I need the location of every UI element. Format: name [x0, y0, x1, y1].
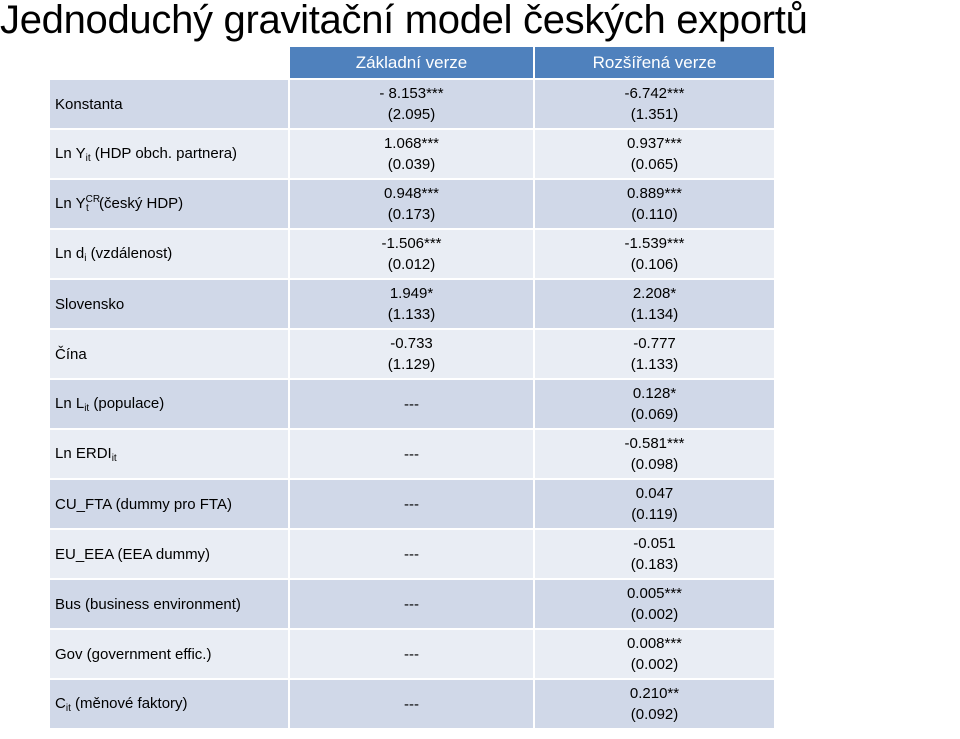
row-label: EU_EEA (EEA dummy): [50, 528, 290, 578]
standard-error: (0.183): [630, 556, 679, 573]
extended-value-cell: 0.047 (0.119): [535, 478, 776, 528]
row-label: Bus (business environment): [50, 578, 290, 628]
regression-table: Základní verze Rozšířená verze Konstanta…: [50, 47, 776, 728]
standard-error: (0.119): [631, 506, 678, 523]
row-label: Ln Lit (populace): [50, 378, 290, 428]
basic-value-cell: ---: [290, 528, 535, 578]
basic-value-cell: ---: [290, 378, 535, 428]
extended-value-cell: -6.742*** (1.351): [535, 78, 776, 128]
coefficient: -0.581***: [624, 435, 685, 452]
extended-value-cell: 0.889*** (0.110): [535, 178, 776, 228]
extended-value-cell: -0.581*** (0.098): [535, 428, 776, 478]
slide-title: Jednoduchý gravitační model českých expo…: [0, 0, 808, 42]
header-blank-cell: [50, 47, 290, 78]
basic-value-cell: ---: [290, 678, 535, 728]
extended-value-cell: -0.051 (0.183): [535, 528, 776, 578]
basic-value-cell: 1.949* (1.133): [290, 278, 535, 328]
basic-value-cell: -0.733 (1.129): [290, 328, 535, 378]
coefficient: 0.889***: [626, 185, 683, 202]
basic-value-cell: - 8.153*** (2.095): [290, 78, 535, 128]
standard-error: (0.012): [387, 256, 436, 273]
row-label: Cit (měnové faktory): [50, 678, 290, 728]
standard-error: (0.110): [631, 206, 678, 223]
row-label: Ln di (vzdálenost): [50, 228, 290, 278]
standard-error: (0.106): [630, 256, 679, 273]
row-label: Gov (government effic.): [50, 628, 290, 678]
table-row: Čína -0.733 (1.129) -0.777 (1.133): [50, 328, 776, 378]
row-label: Ln Yit (HDP obch. partnera): [50, 128, 290, 178]
row-label: Čína: [50, 328, 290, 378]
standard-error: (0.002): [630, 606, 679, 623]
table-row: Ln Lit (populace) --- 0.128* (0.069): [50, 378, 776, 428]
standard-error: (1.351): [630, 106, 679, 123]
standard-error: (1.133): [387, 306, 436, 323]
extended-value-cell: 0.128* (0.069): [535, 378, 776, 428]
coefficient: -6.742***: [624, 85, 685, 102]
standard-error: (0.098): [630, 456, 679, 473]
standard-error: (0.173): [387, 206, 436, 223]
coefficient: - 8.153***: [379, 85, 444, 102]
table-row: Bus (business environment) --- 0.005*** …: [50, 578, 776, 628]
table-row: Slovensko 1.949* (1.133) 2.208* (1.134): [50, 278, 776, 328]
basic-value-cell: ---: [290, 578, 535, 628]
basic-value-cell: ---: [290, 628, 535, 678]
table-row: Konstanta - 8.153*** (2.095) -6.742*** (…: [50, 78, 776, 128]
coefficient: 1.068***: [383, 135, 440, 152]
coefficient: 2.208*: [632, 285, 677, 302]
standard-error: (2.095): [387, 106, 436, 123]
table-row: Gov (government effic.) --- 0.008*** (0.…: [50, 628, 776, 678]
header-basic-version: Základní verze: [290, 47, 535, 78]
standard-error: (1.134): [630, 306, 679, 323]
table-row: Ln di (vzdálenost) -1.506*** (0.012) -1.…: [50, 228, 776, 278]
coefficient: 0.128*: [632, 385, 677, 402]
coefficient: -0.051: [633, 535, 676, 552]
coefficient: -0.777: [633, 335, 676, 352]
coefficient: -1.539***: [624, 235, 685, 252]
extended-value-cell: 0.005*** (0.002): [535, 578, 776, 628]
table-row: Ln Yit (HDP obch. partnera) 1.068*** (0.…: [50, 128, 776, 178]
row-label: Ln ERDIit: [50, 428, 290, 478]
coefficient: -1.506***: [381, 235, 442, 252]
coefficient: -0.733: [390, 335, 433, 352]
row-label: CU_FTA (dummy pro FTA): [50, 478, 290, 528]
standard-error: (0.065): [630, 156, 679, 173]
coefficient: 0.937***: [626, 135, 683, 152]
coefficient: 0.948***: [383, 185, 440, 202]
standard-error: (1.129): [387, 356, 436, 373]
table-row: Ln YCRt (český HDP) 0.948*** (0.173) 0.8…: [50, 178, 776, 228]
standard-error: (1.133): [630, 356, 679, 373]
standard-error: (0.002): [630, 656, 679, 673]
row-label: Konstanta: [50, 78, 290, 128]
coefficient: 0.047: [635, 485, 674, 502]
extended-value-cell: 0.937*** (0.065): [535, 128, 776, 178]
basic-value-cell: ---: [290, 478, 535, 528]
table-row: Cit (měnové faktory) --- 0.210** (0.092): [50, 678, 776, 728]
table-row: EU_EEA (EEA dummy) --- -0.051 (0.183): [50, 528, 776, 578]
extended-value-cell: 0.210** (0.092): [535, 678, 776, 728]
header-extended-version: Rozšířená verze: [535, 47, 776, 78]
basic-value-cell: 0.948*** (0.173): [290, 178, 535, 228]
coefficient: 0.210**: [629, 685, 680, 702]
extended-value-cell: -0.777 (1.133): [535, 328, 776, 378]
row-label: Ln YCRt (český HDP): [50, 178, 290, 228]
extended-value-cell: 0.008*** (0.002): [535, 628, 776, 678]
extended-value-cell: -1.539*** (0.106): [535, 228, 776, 278]
table-header-row: Základní verze Rozšířená verze: [50, 47, 776, 78]
table-row: CU_FTA (dummy pro FTA) --- 0.047 (0.119): [50, 478, 776, 528]
standard-error: (0.039): [387, 156, 436, 173]
standard-error: (0.069): [630, 406, 679, 423]
basic-value-cell: ---: [290, 428, 535, 478]
coefficient: 0.008***: [626, 635, 683, 652]
table-row: Ln ERDIit --- -0.581*** (0.098): [50, 428, 776, 478]
standard-error: (0.092): [630, 706, 679, 723]
extended-value-cell: 2.208* (1.134): [535, 278, 776, 328]
basic-value-cell: 1.068*** (0.039): [290, 128, 535, 178]
basic-value-cell: -1.506*** (0.012): [290, 228, 535, 278]
row-label: Slovensko: [50, 278, 290, 328]
coefficient: 1.949*: [389, 285, 434, 302]
coefficient: 0.005***: [626, 585, 683, 602]
